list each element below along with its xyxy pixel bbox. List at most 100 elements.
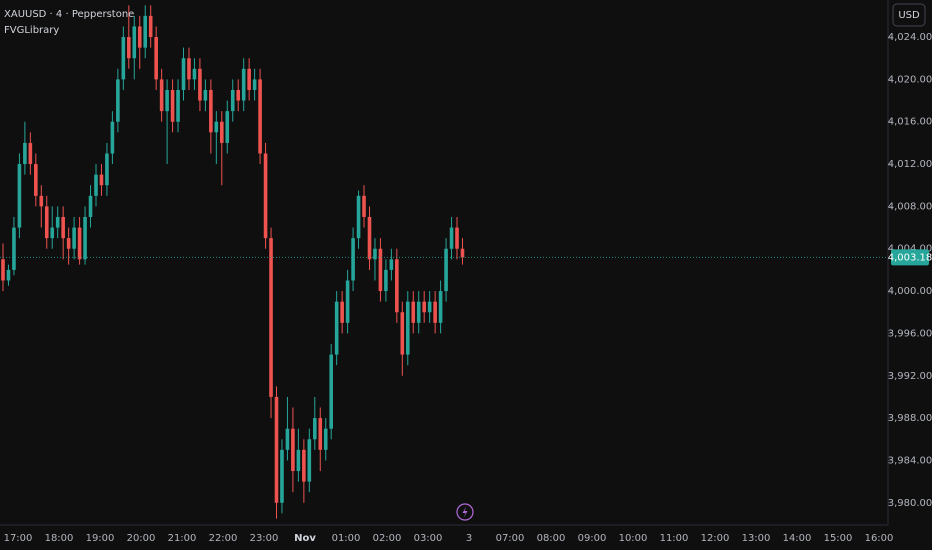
candle-body: [99, 174, 104, 186]
x-tick-label: 02:00: [373, 533, 402, 544]
x-tick-label: 17:00: [4, 533, 33, 544]
candle-body: [247, 68, 251, 90]
candle-body: [258, 79, 262, 154]
chart-title: XAUUSD · 4 · Pepperstone: [4, 9, 134, 20]
x-tick-label: 21:00: [168, 533, 197, 544]
x-tick-label: 09:00: [578, 533, 607, 544]
candle-body: [318, 418, 323, 450]
x-tick-label: 08:00: [537, 533, 566, 544]
x-tick-label: 23:00: [250, 533, 279, 544]
y-tick-label: 3,992.00: [888, 371, 932, 382]
x-tick-label: 12:00: [701, 533, 730, 544]
candle-body: [280, 449, 284, 503]
x-tick-label: 13:00: [742, 533, 771, 544]
candle-body: [444, 248, 448, 292]
candle-body: [105, 153, 109, 186]
y-tick-label: 4,016.00: [888, 117, 932, 128]
candle-body: [198, 68, 202, 101]
candle-body: [220, 121, 224, 143]
y-tick-label: 4,020.00: [888, 74, 932, 85]
candle-body: [302, 449, 306, 482]
candle-body: [143, 15, 148, 48]
candle-body: [181, 58, 186, 90]
candle-body: [378, 248, 383, 292]
candle-body: [192, 68, 197, 80]
candle-body: [323, 428, 328, 450]
candle-body: [50, 227, 55, 239]
candle-body: [132, 26, 137, 59]
currency-button[interactable]: [892, 3, 926, 27]
candle-body: [230, 89, 235, 112]
candle-body: [6, 269, 11, 281]
candle-body: [225, 111, 230, 143]
candle-body: [455, 227, 459, 249]
candle-body: [296, 449, 301, 472]
candle-body: [269, 238, 273, 397]
candle-body: [384, 269, 388, 292]
y-tick-label: 3,980.00: [888, 498, 932, 509]
candle-body: [438, 291, 443, 323]
candle-body: [137, 26, 142, 48]
candle-body: [170, 89, 175, 122]
x-tick-label: 15:00: [824, 533, 853, 544]
x-tick-label: 18:00: [45, 533, 74, 544]
y-tick-label: 4,024.00: [888, 32, 932, 43]
candle-body: [39, 195, 44, 207]
candle-body: [121, 37, 126, 80]
candle-body: [214, 121, 219, 133]
x-tick-label: 07:00: [496, 533, 525, 544]
candle-body: [209, 89, 213, 133]
candle-body: [165, 89, 169, 112]
candle-body: [66, 238, 71, 249]
candle-body: [312, 418, 317, 440]
candle-body: [55, 216, 60, 228]
candle-body: [389, 259, 394, 270]
x-tick-label: 10:00: [619, 533, 648, 544]
candle-body: [34, 164, 38, 196]
candle-body: [460, 248, 465, 258]
y-tick-label: 4,012.00: [888, 159, 932, 170]
candle-body: [395, 259, 399, 313]
x-tick-label: 20:00: [127, 533, 156, 544]
candle-body: [285, 428, 290, 450]
candle-body: [345, 280, 350, 323]
candle-body: [17, 164, 22, 228]
last-price-label: 4,003.18: [888, 252, 932, 263]
candle-body: [433, 301, 437, 323]
candle-body: [1, 259, 5, 281]
x-tick-label: Nov: [294, 533, 316, 544]
candle-body: [148, 15, 153, 38]
currency-label[interactable]: USD: [898, 10, 920, 21]
candle-body: [307, 439, 312, 482]
candle-body: [187, 58, 191, 80]
indicator-name: FVGLibrary: [4, 25, 59, 36]
candle-body: [94, 174, 98, 196]
candle-body: [449, 227, 454, 249]
candle-body: [416, 301, 421, 323]
x-tick-label: 3: [466, 533, 472, 544]
candle-body: [427, 301, 432, 313]
x-tick-label: 16:00: [865, 533, 894, 544]
candle-body: [263, 153, 268, 239]
candle-body: [340, 301, 344, 323]
candle-body: [88, 195, 93, 217]
flash-icon: [456, 503, 474, 521]
y-tick-label: 3,984.00: [888, 455, 932, 466]
candle-body: [411, 301, 416, 323]
x-tick-label: 22:00: [209, 533, 238, 544]
candle-body: [351, 238, 355, 281]
candle-body: [83, 216, 87, 260]
x-tick-label: 11:00: [660, 533, 689, 544]
candle-body: [154, 37, 158, 80]
candle-body: [405, 301, 410, 355]
candle-body: [127, 37, 131, 59]
candle-body: [367, 216, 372, 260]
last-price-badge: [891, 249, 929, 266]
y-tick-label: 3,988.00: [888, 413, 932, 424]
candle-body: [12, 227, 16, 270]
candle-body: [110, 121, 115, 154]
y-tick-label: 4,004.00: [888, 244, 932, 255]
